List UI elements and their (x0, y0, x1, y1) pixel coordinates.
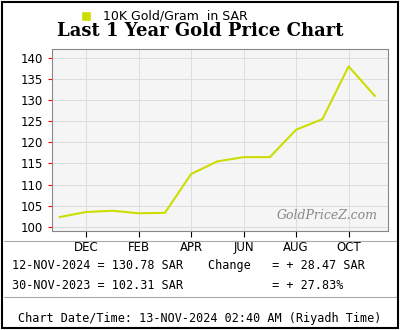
Text: Change   = + 28.47 SAR: Change = + 28.47 SAR (208, 259, 365, 272)
Text: Last 1 Year Gold Price Chart: Last 1 Year Gold Price Chart (57, 21, 343, 40)
Text: 12-NOV-2024 = 130.78 SAR: 12-NOV-2024 = 130.78 SAR (12, 259, 183, 272)
Text: GoldPriceZ.com: GoldPriceZ.com (277, 209, 378, 222)
Text: 30-NOV-2023 = 102.31 SAR: 30-NOV-2023 = 102.31 SAR (12, 279, 183, 292)
Legend: 10K Gold/Gram  in SAR: 10K Gold/Gram in SAR (75, 5, 252, 28)
Text: = + 27.83%: = + 27.83% (208, 279, 343, 292)
Text: Chart Date/Time: 13-NOV-2024 02:40 AM (Riyadh Time): Chart Date/Time: 13-NOV-2024 02:40 AM (R… (18, 312, 382, 325)
